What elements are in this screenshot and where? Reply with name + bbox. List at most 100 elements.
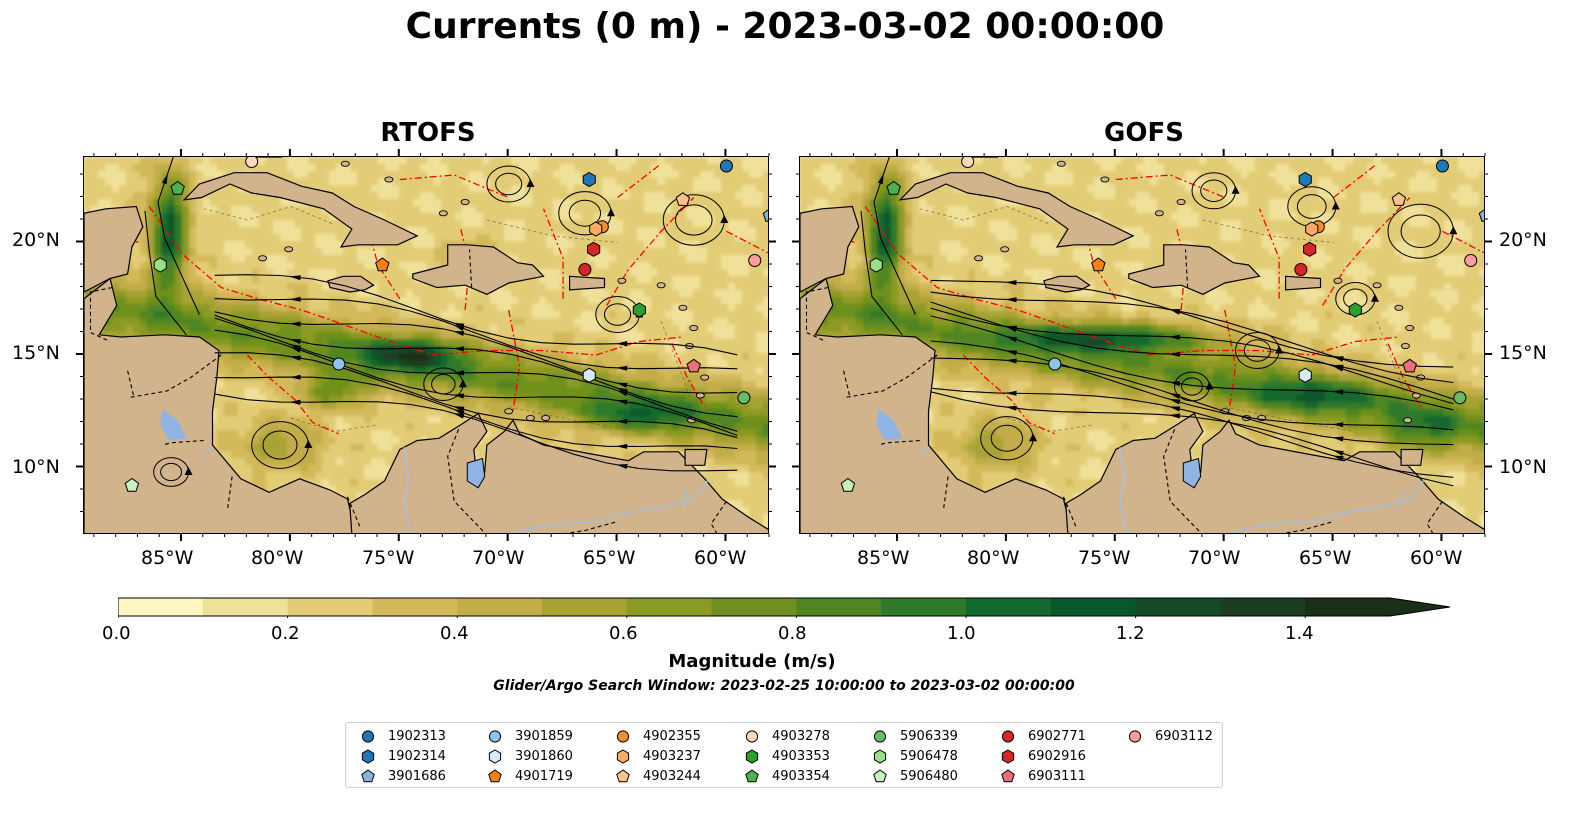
streamline-arrow — [1331, 201, 1340, 210]
land-cuba — [898, 172, 1135, 248]
river — [403, 447, 412, 533]
lake — [1182, 457, 1202, 489]
streamline-arrow — [161, 172, 168, 185]
lat-tick-label: 20°N — [12, 229, 60, 251]
country-border — [127, 370, 135, 398]
legend-label: 5906480 — [900, 768, 958, 784]
colorbar-tick-label: 0.2 — [271, 623, 300, 644]
eddy-streamline — [674, 204, 713, 236]
float-marker-6903111 — [686, 358, 701, 373]
legend-marker — [873, 730, 887, 743]
legend-item: 3901860 — [487, 746, 573, 766]
lat-tick-label: 15°N — [12, 342, 60, 364]
streamline-arrow — [289, 339, 301, 344]
legend-marker-pentagon-icon — [745, 769, 759, 783]
legend-marker — [616, 749, 630, 764]
float-marker-6902916 — [587, 241, 601, 257]
land-central-america — [800, 277, 1073, 533]
streamline-arrow — [1332, 365, 1344, 372]
streamline-arrow — [1168, 398, 1181, 405]
legend-label: 4903237 — [643, 748, 701, 764]
colorbar-segment — [1135, 598, 1221, 616]
eddy-streamline — [990, 424, 1024, 452]
streamline-arrow — [1168, 334, 1180, 340]
river — [203, 446, 213, 455]
legend-item: 5906478 — [872, 746, 958, 766]
streamline-arrow — [452, 331, 465, 336]
float-marker-6902771 — [578, 262, 592, 277]
legend-marker — [361, 730, 375, 743]
float-marker-6903112 — [748, 253, 762, 268]
island — [1154, 210, 1164, 217]
float-marker-5906478 — [153, 257, 167, 273]
legend-label: 4903278 — [772, 728, 830, 744]
colorbar-tick-label: 0.6 — [609, 623, 638, 644]
float-legend: 1902313 1902314 3901686 3901859 3901860 49017… — [345, 722, 1223, 788]
land-trinidad — [1400, 448, 1424, 466]
legend-marker — [1001, 730, 1015, 743]
streamline-arrow — [616, 382, 628, 388]
streamline-arrow — [289, 275, 301, 281]
country-border — [447, 429, 486, 533]
streamline-arrow — [1205, 381, 1214, 390]
streamline-arrow — [1332, 450, 1344, 456]
streamline-arrow — [1370, 293, 1379, 302]
eddy-streamline — [1200, 179, 1228, 203]
streamline-arrow — [289, 296, 301, 302]
float-marker-4903237 — [1305, 221, 1319, 237]
streamline-arrow — [616, 387, 628, 394]
land-south-america — [349, 412, 768, 533]
island — [1405, 324, 1415, 332]
lon-tick-label: 80°W — [967, 547, 1020, 569]
lon-tick-label: 60°W — [1410, 547, 1463, 569]
depth-contours — [919, 205, 1411, 433]
eddy-streamline — [1400, 214, 1441, 248]
streamline — [214, 274, 738, 356]
float-marker-4903244 — [1391, 192, 1407, 206]
legend-marker — [745, 769, 759, 783]
legend-label: 1902314 — [388, 748, 446, 764]
legend-item: 4903278 — [744, 726, 830, 746]
streamline — [214, 311, 738, 394]
streamline-arrow — [720, 215, 729, 223]
streamline-arrow — [453, 322, 465, 329]
streamline-arrow — [1332, 389, 1344, 395]
legend-marker-circle-icon — [1128, 730, 1142, 743]
streamline-arrow — [1169, 309, 1181, 315]
streamline — [214, 329, 738, 437]
island — [284, 246, 294, 253]
streamline-arrow — [616, 365, 628, 371]
land-puerto-rico — [569, 275, 606, 291]
streamline — [214, 376, 738, 450]
river — [1398, 489, 1404, 509]
lon-tick-label: 85°W — [141, 547, 194, 569]
legend-marker-circle-icon — [361, 730, 375, 743]
legend-item: 4903353 — [744, 746, 830, 766]
lat-tick-label: 15°N — [1499, 342, 1547, 364]
lake — [160, 409, 187, 441]
legend-marker — [361, 769, 375, 783]
colorbar-title: Magnitude (m/s) — [668, 651, 836, 672]
float-marker-6903112 — [1464, 253, 1478, 268]
float-marker-5906339 — [737, 391, 751, 405]
streamline-arrow — [1005, 297, 1017, 303]
legend-marker-hexagon-icon — [616, 749, 630, 764]
country-border — [1426, 500, 1443, 533]
map-panel-rtofs[interactable] — [83, 156, 769, 534]
panel-title-rtofs: RTOFS — [380, 118, 476, 148]
legend-marker-pentagon-icon — [1001, 769, 1015, 783]
legend-label: 6902916 — [1028, 748, 1086, 764]
streamline-arrow — [452, 406, 465, 412]
streamline-arrow — [452, 370, 464, 376]
legend-item: 3901859 — [487, 726, 573, 746]
streamline-arrow — [877, 172, 884, 185]
float-marker-4903278 — [961, 157, 975, 169]
colorbar-segment — [796, 598, 882, 616]
map-panel-gofs[interactable] — [799, 156, 1485, 534]
streamline-arrow — [289, 321, 301, 327]
legend-label: 5906339 — [900, 728, 958, 744]
land-yucatan — [800, 205, 860, 293]
streamline-arrow — [616, 399, 628, 405]
colorbar-segment — [626, 598, 713, 616]
legend-item: 5906480 — [872, 766, 958, 786]
